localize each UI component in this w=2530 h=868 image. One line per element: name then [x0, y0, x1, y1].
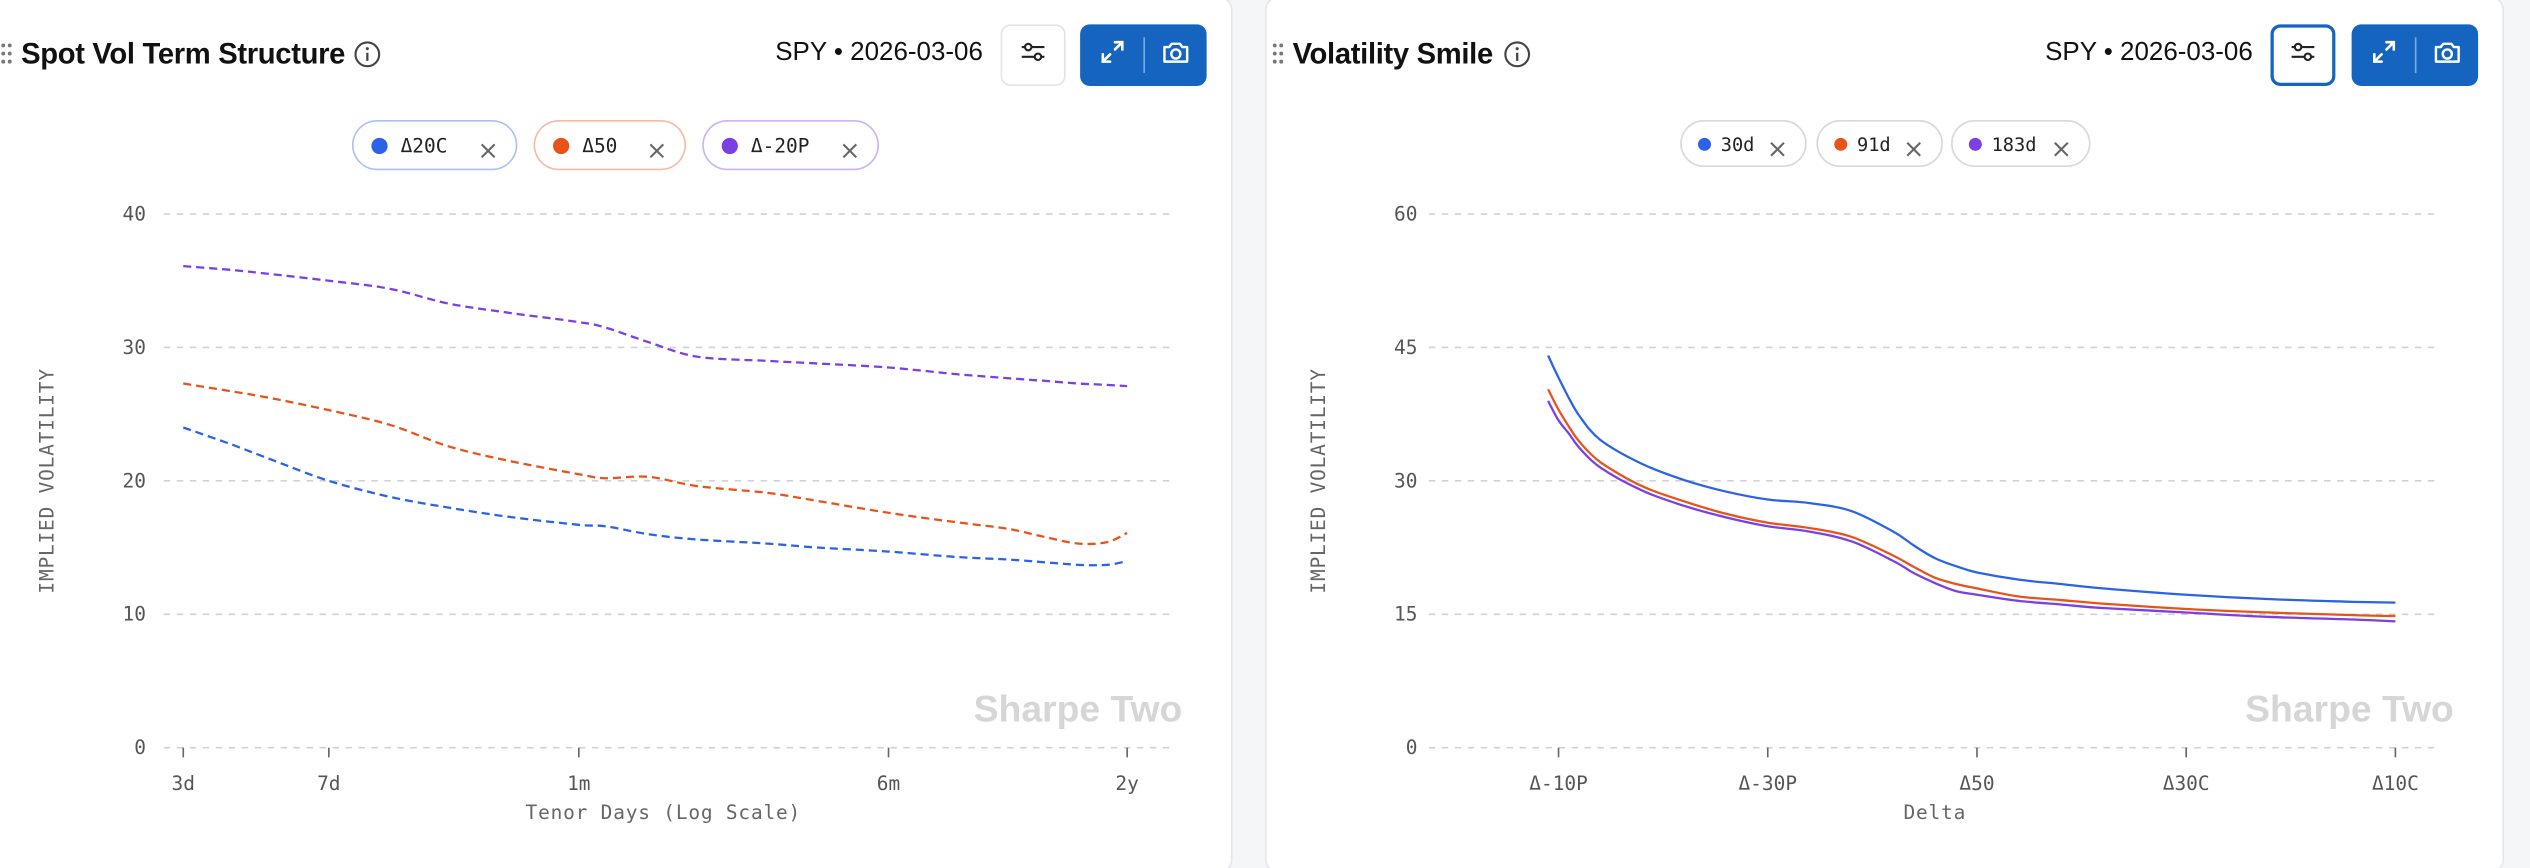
chip-label: 91d — [1856, 132, 1891, 155]
y-tick-label: 10 — [123, 603, 146, 626]
info-circle-icon[interactable] — [1503, 41, 1531, 69]
close-x-icon[interactable] — [2053, 135, 2069, 156]
screenshot-button[interactable] — [2416, 24, 2478, 86]
screenshot-button[interactable] — [1144, 24, 1206, 86]
chip-label: 183d — [1991, 132, 2037, 155]
expand-button[interactable] — [2352, 24, 2414, 86]
symbol-date: SPY • 2026-03-06 — [775, 38, 983, 67]
series-dot — [1968, 137, 1982, 151]
x-tick-label: 6m — [877, 772, 900, 795]
series-line-91d — [1547, 388, 2396, 618]
series-line-183d — [1547, 400, 2396, 623]
camera-icon — [1160, 38, 1189, 72]
x-tick-label: 7d — [317, 772, 340, 795]
close-x-icon[interactable] — [649, 137, 665, 158]
view-actions — [2351, 24, 2479, 86]
y-tick-label: 30 — [123, 336, 146, 359]
series-dot — [553, 137, 570, 154]
card-header: Volatility Smile SPY • 2026-03-06 — [1267, 0, 2503, 115]
chip-label: Δ20C — [400, 133, 448, 157]
x-tick-label: 3d — [172, 772, 195, 795]
y-tick-label: 0 — [1406, 736, 1418, 759]
watermark: Sharpe Two — [2245, 688, 2454, 730]
series-dot — [1834, 137, 1848, 151]
chip-label: 30d — [1720, 132, 1755, 155]
expand-arrows-icon — [1099, 38, 1125, 72]
term-structure-card: Spot Vol Term Structure SPY • 2026-03-06 — [0, 0, 1233, 868]
legend-chip-d20c[interactable]: Δ20C — [351, 120, 518, 171]
series-line-Δ50 — [183, 382, 1128, 546]
x-tick-label: Δ10C — [2372, 772, 2419, 795]
x-tick-label: Δ30C — [2163, 772, 2210, 795]
x-axis-title: Tenor Days (Log Scale) — [526, 801, 802, 824]
close-x-icon[interactable] — [1906, 135, 1922, 156]
settings-button[interactable] — [1000, 24, 1066, 86]
y-tick-label: 40 — [123, 203, 146, 226]
y-tick-label: 20 — [123, 469, 146, 492]
y-tick-label: 15 — [1394, 603, 1417, 626]
settings-button[interactable] — [2270, 24, 2336, 86]
expand-arrows-icon — [2370, 38, 2396, 72]
info-circle-icon[interactable] — [354, 41, 382, 69]
watermark: Sharpe Two — [974, 688, 1183, 730]
chip-label: Δ50 — [582, 133, 618, 157]
y-tick-label: 45 — [1394, 336, 1417, 359]
volatility-smile-card: Volatility Smile SPY • 2026-03-06 — [1265, 0, 2505, 868]
x-axis-title: Delta — [1903, 801, 1966, 824]
sliders-icon — [2290, 40, 2316, 71]
y-tick-label: 60 — [1394, 203, 1417, 226]
x-tick-label: Δ-10P — [1529, 772, 1588, 795]
chip-label: Δ-20P — [750, 133, 810, 157]
x-tick-label: Δ50 — [1959, 772, 1994, 795]
y-axis-title: IMPLIED VOLATILITY — [36, 368, 59, 593]
drag-handle-icon[interactable] — [1270, 42, 1286, 65]
card-title: Volatility Smile — [1292, 37, 1494, 70]
series-dot — [1698, 137, 1711, 151]
term-structure-chart: 0 10 20 30 40 3d 7d 1m 6m 2y Tenor Days (Log Scale… — [36, 203, 1183, 824]
volatility-smile-chart: 0 15 30 45 60 Δ-10P Δ-30P Δ50 Δ30C Δ10C Delta IMPLI… — [1307, 203, 2454, 824]
y-axis-title: IMPLIED VOLATILITY — [1307, 368, 1330, 593]
sliders-icon — [1020, 40, 1046, 71]
card-title: Spot Vol Term Structure — [21, 37, 346, 70]
x-tick-label: Δ-30P — [1738, 772, 1797, 795]
y-tick-label: 30 — [1394, 469, 1417, 492]
series-dot — [721, 137, 738, 154]
x-tick-label: 2y — [1115, 772, 1138, 795]
x-tick-label: 1m — [567, 772, 590, 795]
legend-chip-91d[interactable]: 91d — [1816, 120, 1943, 168]
card-header: Spot Vol Term Structure SPY • 2026-03-06 — [0, 0, 1231, 115]
close-x-icon[interactable] — [480, 137, 496, 158]
legend-chip-183d[interactable]: 183d — [1951, 120, 2091, 168]
symbol-date: SPY • 2026-03-06 — [2045, 38, 2253, 67]
legend-chip-30d[interactable]: 30d — [1680, 120, 1807, 168]
divider — [2414, 37, 2416, 73]
y-tick-label: 0 — [134, 736, 146, 759]
close-x-icon[interactable] — [1769, 135, 1785, 156]
series-dot — [371, 137, 388, 154]
legend-chip-d50[interactable]: Δ50 — [533, 120, 687, 171]
series-line-Δ-20P — [183, 265, 1128, 388]
series-line-Δ20C — [182, 426, 1128, 567]
drag-handle-icon[interactable] — [0, 42, 15, 65]
legend-chip-dm20p[interactable]: Δ-20P — [702, 120, 880, 171]
view-actions — [1080, 24, 1207, 86]
camera-icon — [2432, 38, 2461, 72]
divider — [1142, 37, 1145, 73]
expand-button[interactable] — [1081, 24, 1143, 86]
series-line-30d — [1547, 355, 2396, 604]
close-x-icon[interactable] — [842, 137, 858, 158]
